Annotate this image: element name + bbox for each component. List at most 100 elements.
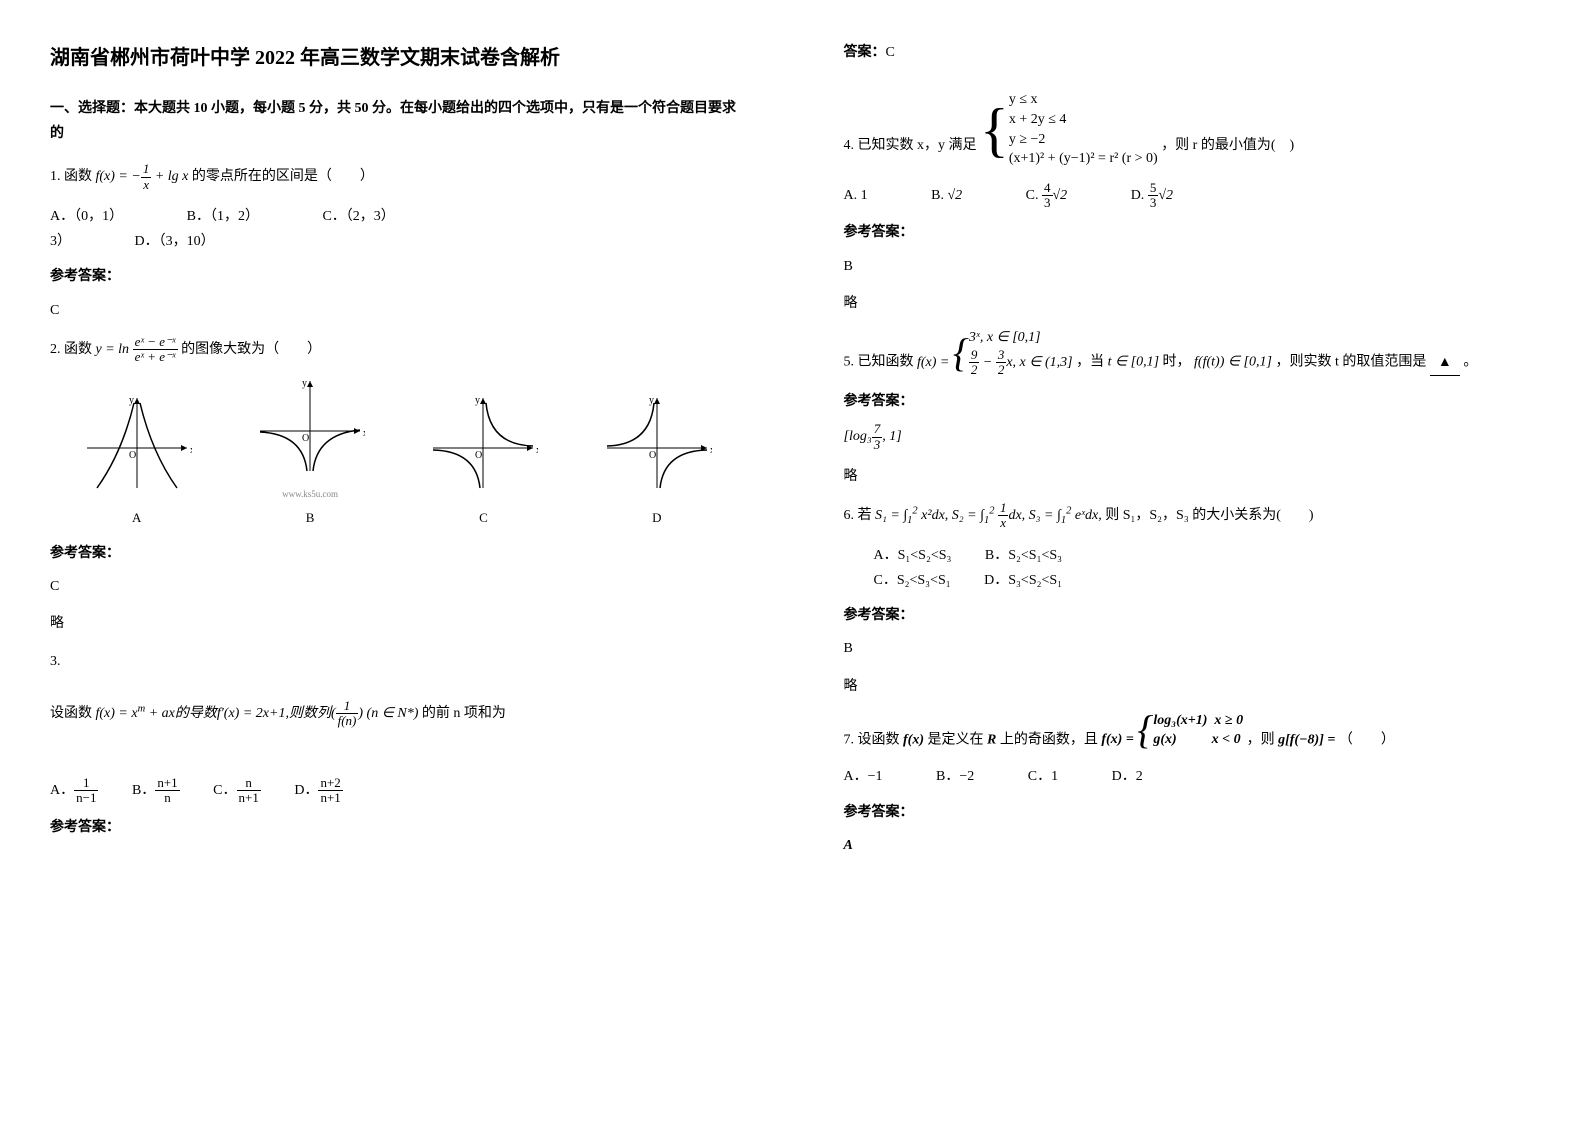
q7-formula: f(x) = { log₃(x+1) x ≥ 0 g(x) x < 0 xyxy=(1101,732,1246,747)
question-1: 1. 函数 f(x) = −1x + lg x 的零点所在的区间是（ ） xyxy=(50,162,744,192)
question-3: 3. 设函数 f(x) = xm + ax的导数f′(x) = 2x+1,则数列… xyxy=(50,649,744,729)
q6-optA: A．S₁<S₂<S₃ xyxy=(874,543,952,568)
q2-formula: y = ln eˣ − e⁻ˣeˣ + e⁻ˣ xyxy=(96,342,182,357)
question-5: 5. 已知函数 f(x) = { 3ˣ, x ∈ [0,1] 92 − 32x,… xyxy=(844,328,1538,377)
q4-num: 4. xyxy=(844,139,855,154)
q3-num: 3. xyxy=(50,654,61,669)
q4-options: A. 1 B. √2 C. 43√2 D. 53√2 xyxy=(844,181,1538,211)
q3-formula: f(x) = xm + ax的导数f′(x) = 2x+1,则数列(1f(n))… xyxy=(96,706,422,721)
graph-C: x y O C xyxy=(423,393,543,530)
q7-answer: A xyxy=(844,833,1538,858)
svg-text:O: O xyxy=(302,433,309,444)
q2-prefix: 函数 xyxy=(64,342,92,357)
blank-triangle: ▲ xyxy=(1430,350,1460,376)
q4-suffix: ，则 r 的最小值为( ) xyxy=(1161,139,1294,154)
svg-text:x: x xyxy=(536,445,538,456)
q6-options: A．S₁<S₂<S₃ B．S₂<S₁<S₃ C．S₂<S₃<S₁ D．S₃<S₂… xyxy=(874,543,1538,593)
q1-optC2: 3） xyxy=(50,229,71,254)
q6-optD: D．S₃<S₂<S₁ xyxy=(984,568,1062,593)
q7-optB: B．−2 xyxy=(936,764,974,789)
q1-options: A．（0，1） B．（1，2） C．（2，3） 3） D．（3，10） xyxy=(50,204,744,254)
question-4: 4. 已知实数 x，y 满足 { y ≤ x x + 2y ≤ 4 y ≥ −2… xyxy=(844,90,1538,168)
page-title: 湖南省郴州市荷叶中学 2022 年高三数学文期末试卷含解析 xyxy=(50,40,744,76)
q6-prefix: 若 xyxy=(858,508,872,523)
graph-A-svg: x y O xyxy=(82,393,192,493)
q4-optA: A. 1 xyxy=(844,183,868,208)
q1-answer-label: 参考答案： xyxy=(50,264,744,289)
q3-answer-label: 参考答案： xyxy=(50,815,744,840)
q1-optB: B．（1，2） xyxy=(187,204,259,229)
svg-text:O: O xyxy=(475,450,482,461)
graph-C-svg: x y O xyxy=(428,393,538,493)
svg-text:y: y xyxy=(475,395,480,406)
q6-answer-label: 参考答案： xyxy=(844,603,1538,628)
q2-answer: C xyxy=(50,574,744,599)
q5-prefix: 已知函数 xyxy=(858,355,914,370)
q4-note: 略 xyxy=(844,291,1538,316)
graph-D-label: D xyxy=(597,506,717,529)
q5-note: 略 xyxy=(844,464,1538,489)
left-column: 湖南省郴州市荷叶中学 2022 年高三数学文期末试卷含解析 一、选择题：本大题共… xyxy=(0,0,794,1122)
q4-system: { y ≤ x x + 2y ≤ 4 y ≥ −2 (x+1)² + (y−1)… xyxy=(980,90,1158,168)
q2-note: 略 xyxy=(50,611,744,636)
q6-note: 略 xyxy=(844,674,1538,699)
graph-A: x y O A xyxy=(77,393,197,530)
q3-prefix: 设函数 xyxy=(50,706,92,721)
svg-text:x: x xyxy=(363,428,365,439)
q3-optA: A．1n−1 xyxy=(50,776,98,806)
q6-optC: C．S₂<S₃<S₁ xyxy=(874,568,951,593)
svg-text:O: O xyxy=(649,450,656,461)
svg-text:x: x xyxy=(710,445,712,456)
q4-optB: B. √2 xyxy=(931,183,962,208)
q6-formula: S₁ = ∫12 x²dx, S₂ = ∫12 1xdx, S₃ = ∫12 e… xyxy=(875,508,1105,523)
q3-optB: B．n+1n xyxy=(132,776,180,806)
q1-optD: D．（3，10） xyxy=(135,229,215,254)
q1-num: 1. xyxy=(50,169,61,184)
q2-graphs: x y O A x y O www.ks5u.com B xyxy=(50,376,744,529)
watermark: www.ks5u.com xyxy=(250,486,370,502)
q1-formula: f(x) = −1x + lg x xyxy=(96,169,192,184)
graph-C-label: C xyxy=(423,506,543,529)
q2-answer-label: 参考答案： xyxy=(50,541,744,566)
q6-suffix: 则 S₁，S₂，S₃ 的大小关系为( ) xyxy=(1105,508,1313,523)
q3-suffix: 的前 n 项和为 xyxy=(422,706,506,721)
question-7: 7. 设函数 f(x) 是定义在 R 上的奇函数，且 f(x) = { log₃… xyxy=(844,711,1538,753)
q2-num: 2. xyxy=(50,342,61,357)
q7-optC: C．1 xyxy=(1028,764,1058,789)
q4-answer: B xyxy=(844,254,1538,279)
q1-optC: C．（2，3） xyxy=(322,204,394,229)
q1-answer: C xyxy=(50,298,744,323)
q6-answer: B xyxy=(844,636,1538,661)
right-column: 答案：C 4. 已知实数 x，y 满足 { y ≤ x x + 2y ≤ 4 y… xyxy=(794,0,1587,1122)
q1-optA: A．（0，1） xyxy=(50,204,123,229)
q5-answer: [log₃73, 1] xyxy=(844,422,1538,452)
question-2: 2. 函数 y = ln eˣ − e⁻ˣeˣ + e⁻ˣ 的图像大致为（ ） xyxy=(50,335,744,365)
q2-suffix: 的图像大致为（ ） xyxy=(181,342,321,357)
graph-D-svg: x y O xyxy=(602,393,712,493)
q6-num: 6. xyxy=(844,508,855,523)
q5-formula: f(x) = { 3ˣ, x ∈ [0,1] 92 − 32x, x ∈ (1,… xyxy=(917,355,1076,370)
svg-text:O: O xyxy=(129,450,136,461)
q7-prefix: 设函数 xyxy=(858,732,900,747)
q7-optA: A．−1 xyxy=(844,764,883,789)
q3-optC: C．nn+1 xyxy=(213,776,261,806)
question-6: 6. 若 S₁ = ∫12 x²dx, S₂ = ∫12 1xdx, S₃ = … xyxy=(844,501,1538,531)
q5-num: 5. xyxy=(844,355,855,370)
q4-answer-label: 参考答案： xyxy=(844,220,1538,245)
q5-mid: ，当 xyxy=(1076,355,1104,370)
section-intro: 一、选择题：本大题共 10 小题，每小题 5 分，共 50 分。在每小题给出的四… xyxy=(50,96,744,146)
q7-answer-label: 参考答案： xyxy=(844,800,1538,825)
q5-answer-label: 参考答案： xyxy=(844,389,1538,414)
q3-optD: D．n+2n+1 xyxy=(294,776,342,806)
svg-text:x: x xyxy=(190,445,192,456)
q7-num: 7. xyxy=(844,732,855,747)
q4-optD: D. 53√2 xyxy=(1131,181,1173,211)
svg-text:y: y xyxy=(302,378,307,389)
graph-A-label: A xyxy=(77,506,197,529)
q3-answer-top: 答案：C xyxy=(844,40,1538,65)
graph-B: x y O www.ks5u.com B xyxy=(250,376,370,529)
q4-optC: C. 43√2 xyxy=(1026,181,1068,211)
q1-prefix: 函数 xyxy=(64,169,92,184)
q7-optD: D．2 xyxy=(1112,764,1143,789)
q6-optB: B．S₂<S₁<S₃ xyxy=(985,543,1062,568)
